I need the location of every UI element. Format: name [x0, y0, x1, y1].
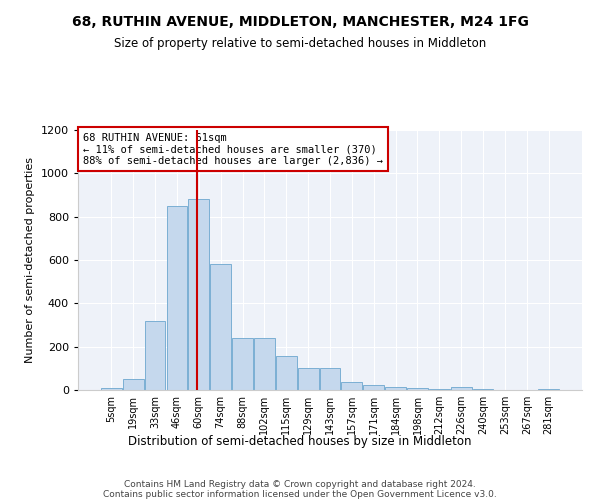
Text: 68 RUTHIN AVENUE: 61sqm
← 11% of semi-detached houses are smaller (370)
88% of s: 68 RUTHIN AVENUE: 61sqm ← 11% of semi-de… [83, 132, 383, 166]
Bar [538, 389, 559, 390]
Bar [188, 200, 209, 390]
Bar [123, 379, 143, 390]
Bar [101, 388, 122, 390]
Bar [167, 206, 187, 390]
Bar [232, 338, 253, 390]
Bar [385, 387, 406, 390]
Bar [254, 338, 275, 390]
Bar [210, 264, 231, 390]
Bar [276, 356, 296, 390]
Bar [145, 320, 166, 390]
Y-axis label: Number of semi-detached properties: Number of semi-detached properties [25, 157, 35, 363]
Bar [407, 388, 428, 390]
Text: Size of property relative to semi-detached houses in Middleton: Size of property relative to semi-detach… [114, 38, 486, 51]
Bar [451, 388, 472, 390]
Bar [364, 385, 384, 390]
Text: Contains HM Land Registry data © Crown copyright and database right 2024.
Contai: Contains HM Land Registry data © Crown c… [103, 480, 497, 500]
Bar [320, 368, 340, 390]
Bar [341, 382, 362, 390]
Text: Distribution of semi-detached houses by size in Middleton: Distribution of semi-detached houses by … [128, 435, 472, 448]
Bar [429, 389, 450, 390]
Bar [298, 368, 319, 390]
Bar [473, 389, 493, 390]
Text: 68, RUTHIN AVENUE, MIDDLETON, MANCHESTER, M24 1FG: 68, RUTHIN AVENUE, MIDDLETON, MANCHESTER… [71, 15, 529, 29]
